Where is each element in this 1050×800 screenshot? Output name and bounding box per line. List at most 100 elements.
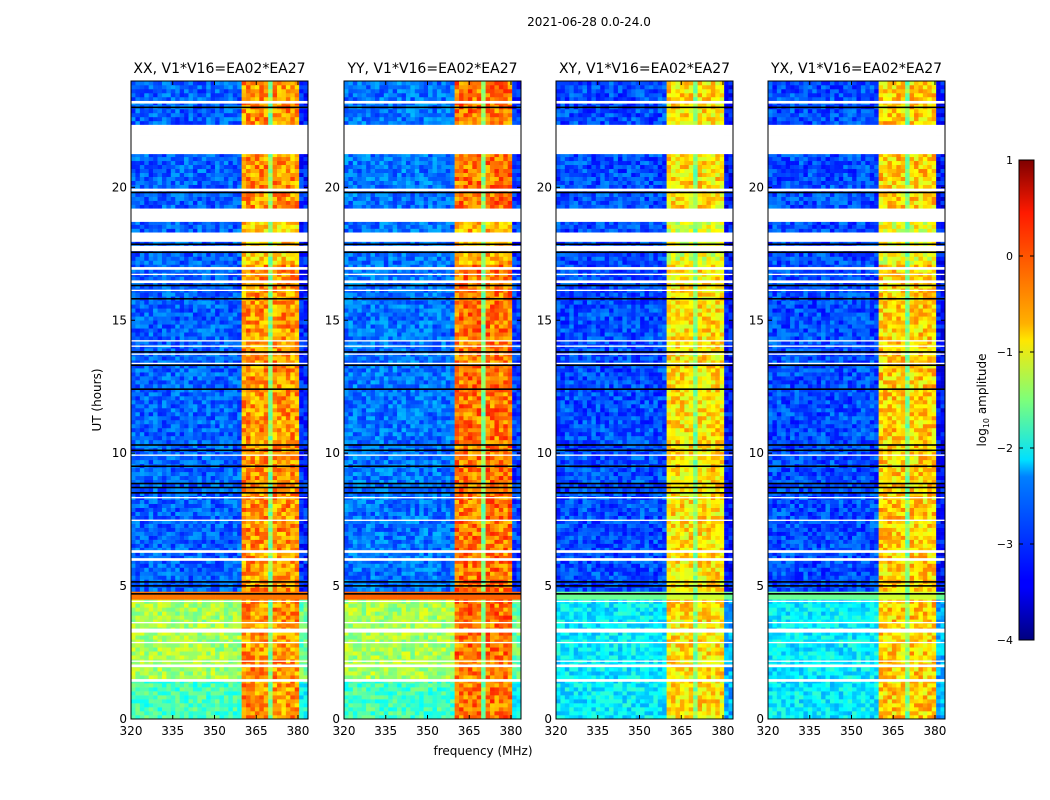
pixel (250, 527, 256, 532)
pixel (166, 507, 172, 512)
pixel (290, 423, 296, 429)
pixel (179, 651, 185, 656)
pixel (281, 611, 287, 616)
pixel (157, 427, 163, 433)
pixel (254, 711, 260, 716)
pixel (285, 711, 291, 716)
pixel (166, 256, 172, 261)
pixel (144, 304, 149, 309)
pixel (201, 639, 207, 644)
pixel (232, 703, 238, 708)
pixel (157, 407, 163, 413)
pixel (215, 443, 220, 449)
pixel (277, 264, 282, 269)
pixel (294, 340, 300, 345)
pixel (299, 260, 304, 265)
pixel (210, 655, 216, 660)
pixel (184, 360, 189, 365)
pixel (303, 671, 308, 676)
pixel (131, 228, 136, 233)
pixel (277, 467, 282, 473)
pixel (192, 392, 198, 397)
pixel (259, 411, 265, 417)
pixel (232, 575, 238, 580)
pixel (144, 368, 149, 373)
pixel (299, 388, 304, 393)
pixel (285, 459, 291, 465)
pixel (254, 256, 260, 261)
pixel (241, 623, 247, 628)
pixel (175, 671, 180, 676)
pixel (184, 419, 189, 425)
pixel (303, 332, 308, 337)
pixel (170, 615, 176, 620)
pixel (228, 284, 234, 289)
pixel (144, 691, 149, 696)
pixel (254, 587, 260, 592)
pixel (263, 423, 269, 429)
pixel (188, 635, 194, 640)
pixel (303, 487, 308, 493)
pixel (197, 691, 203, 696)
pixel (281, 703, 287, 708)
pixel (246, 563, 251, 568)
pixel (188, 396, 194, 401)
pixel (290, 655, 296, 660)
pixel (153, 567, 158, 572)
pixel (184, 499, 189, 504)
pixel (210, 360, 216, 365)
pixel (166, 687, 172, 692)
pixel (250, 328, 256, 333)
pixel (299, 396, 304, 401)
pixel (303, 503, 308, 508)
pixel (259, 324, 265, 329)
pixel (139, 695, 145, 700)
pixel (294, 388, 300, 393)
pixel (135, 619, 141, 624)
pixel (294, 615, 300, 620)
pixel (139, 419, 145, 425)
pixel (197, 292, 203, 297)
pixel (272, 471, 278, 477)
pixel (250, 687, 256, 692)
pixel (219, 360, 225, 365)
pixel (188, 571, 194, 576)
pixel (153, 511, 158, 516)
pixel (277, 320, 282, 325)
pixel (206, 340, 211, 345)
pixel (263, 491, 269, 496)
pixel (153, 332, 158, 337)
pixel (277, 292, 282, 297)
pixel (157, 571, 163, 576)
pixel (131, 527, 136, 532)
pixel (299, 435, 304, 441)
pixel (294, 683, 300, 688)
pixel (139, 403, 145, 409)
pixel (179, 435, 185, 441)
pixel (175, 392, 180, 397)
pixel (294, 411, 300, 417)
pixel (228, 376, 234, 381)
pixel (268, 396, 273, 401)
pixel (223, 619, 229, 624)
pixel (192, 364, 198, 369)
pixel (135, 256, 141, 261)
pixel (131, 571, 136, 576)
pixel (232, 555, 238, 560)
pixel (157, 260, 163, 265)
pixel (206, 635, 211, 640)
pixel (299, 503, 304, 508)
pixel (192, 411, 198, 417)
pixel (254, 595, 260, 600)
pixel (179, 531, 185, 536)
pixel (135, 328, 141, 333)
pixel (268, 419, 273, 425)
pixel (166, 499, 172, 504)
pixel (237, 400, 242, 405)
pixel (241, 547, 247, 552)
pixel (285, 403, 291, 409)
pixel (259, 364, 265, 369)
pixel (206, 419, 211, 425)
pixel (303, 400, 308, 405)
pixel (294, 384, 300, 389)
